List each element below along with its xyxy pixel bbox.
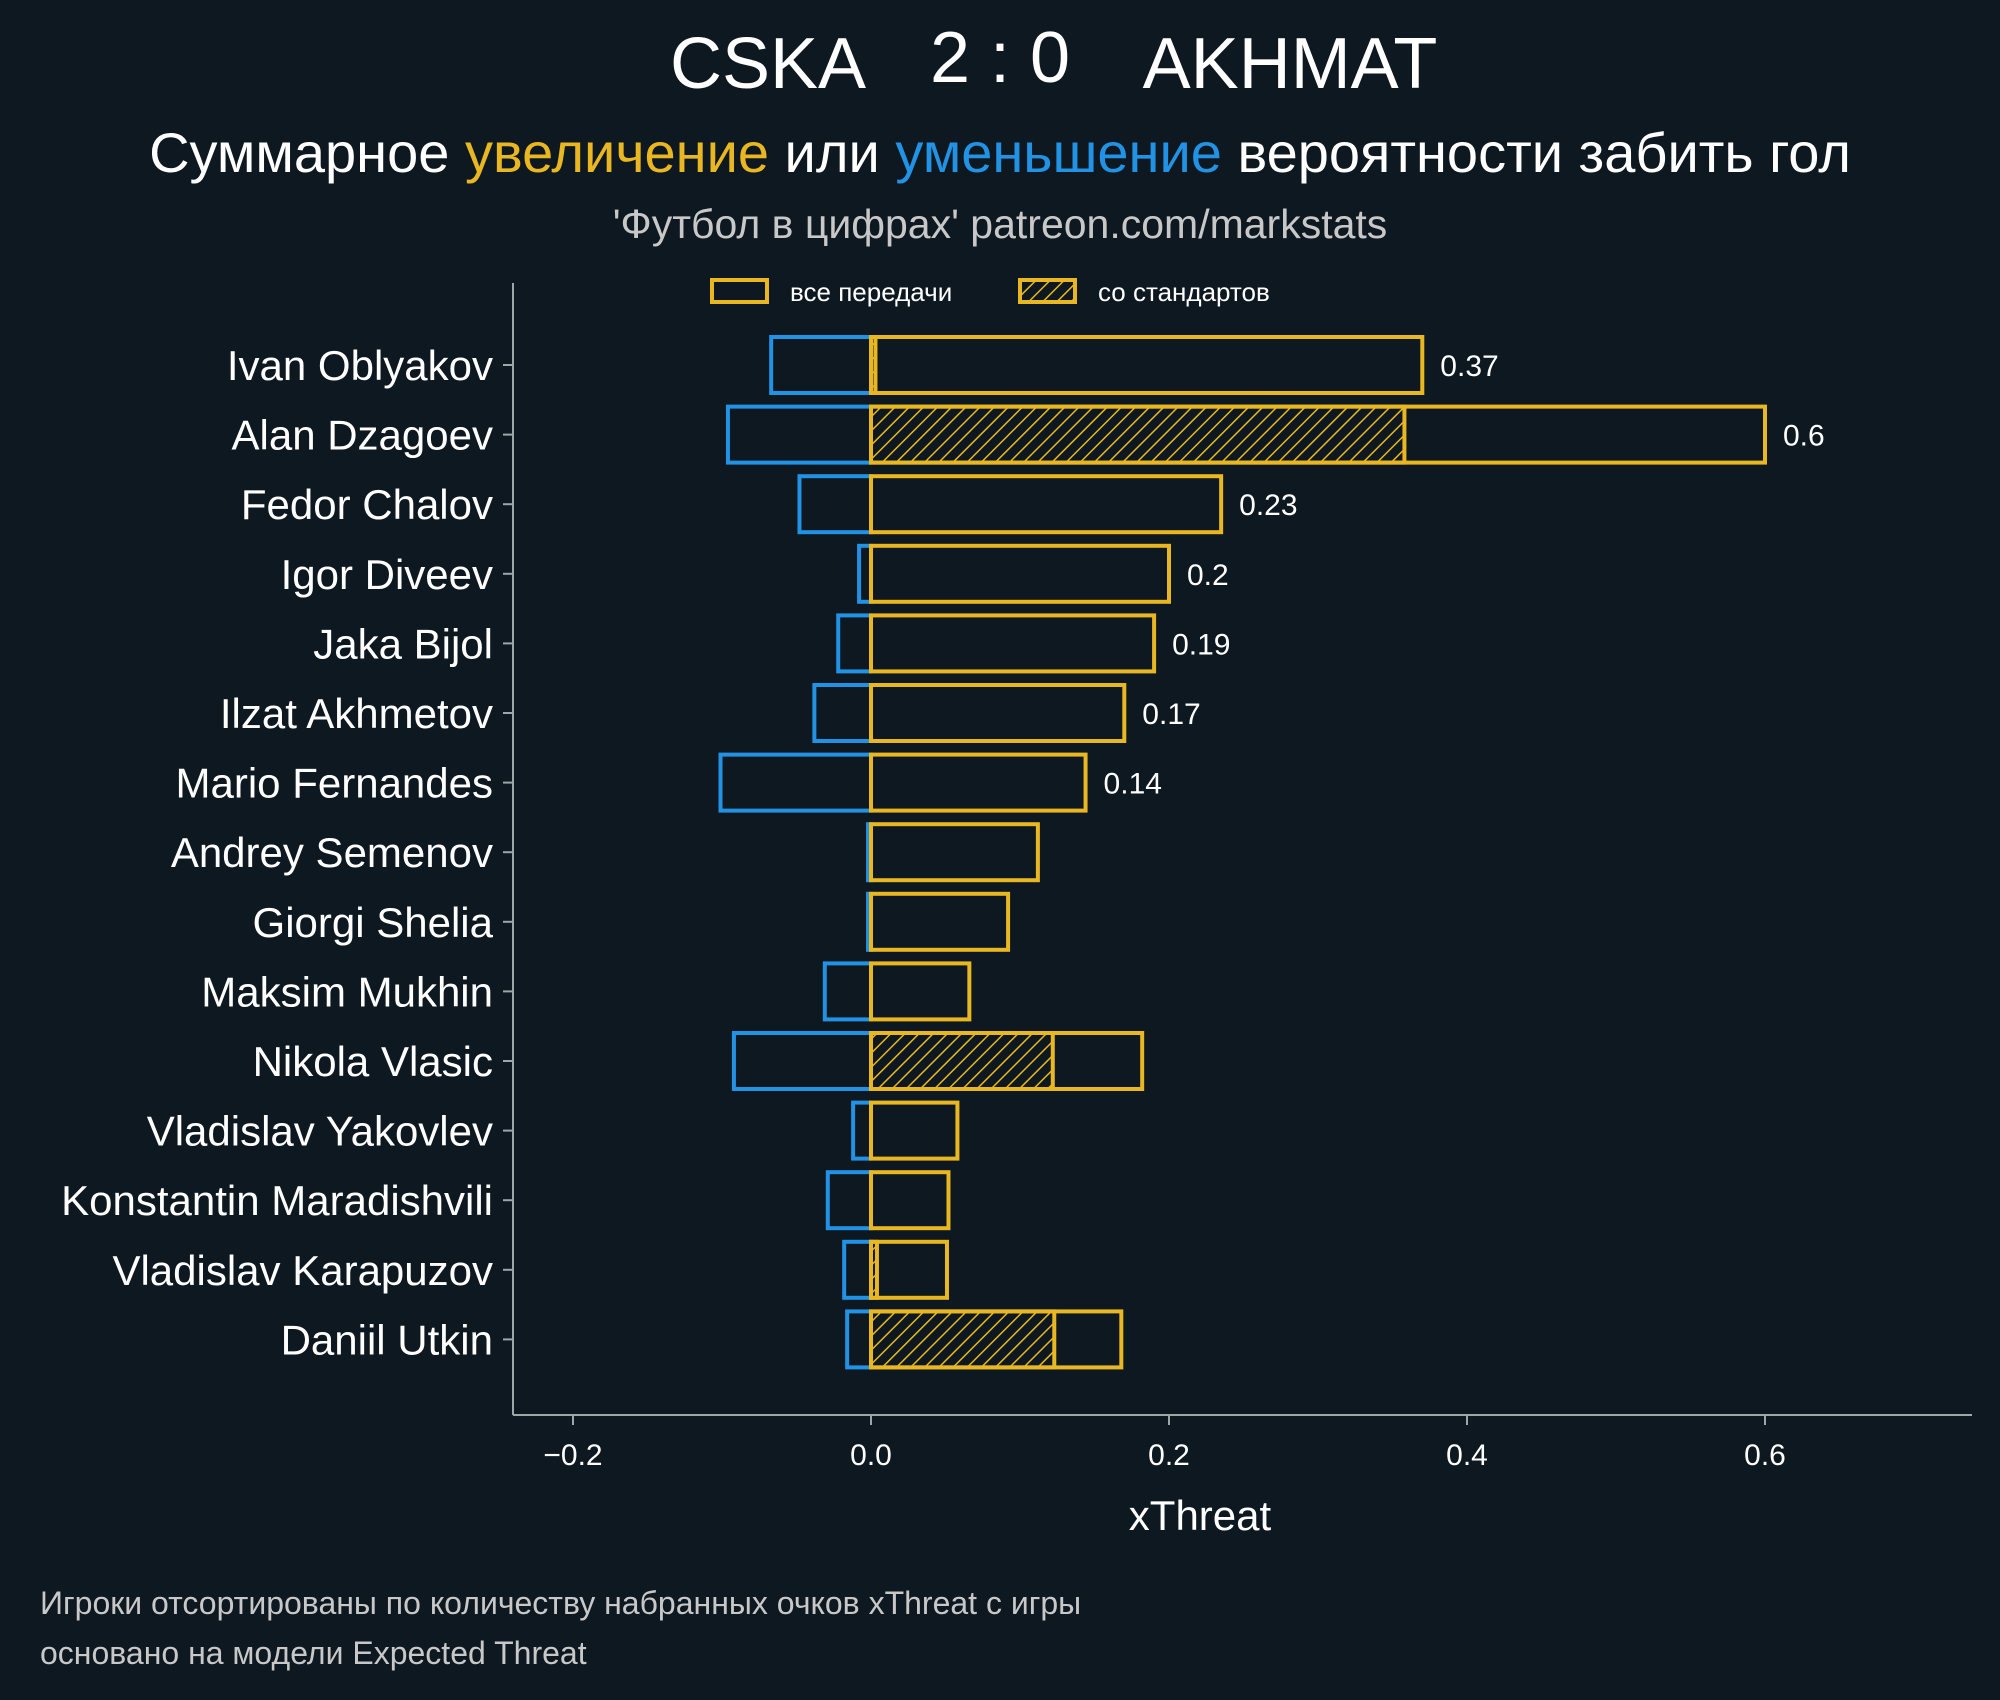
home-team: CSKA bbox=[670, 24, 866, 104]
match-score: 2 : 0 bbox=[930, 18, 1070, 98]
bar-increase bbox=[869, 891, 1011, 952]
player-label: Daniil Utkin bbox=[281, 1316, 493, 1363]
subtitle-part-decrease: уменьшение bbox=[895, 121, 1222, 184]
source-credit: 'Футбол в цифрах' patreon.com/markstats bbox=[613, 201, 1388, 247]
legend-label-set-pieces: со стандартов bbox=[1098, 277, 1270, 307]
legend-swatch-set-pieces bbox=[1018, 278, 1077, 304]
bar-value-label: 0.37 bbox=[1440, 350, 1498, 383]
legend-label-all-passes: все передачи bbox=[790, 277, 952, 307]
bar-increase bbox=[869, 474, 1224, 535]
legend-swatch-all-passes bbox=[710, 278, 769, 304]
player-label: Ilzat Akhmetov bbox=[220, 690, 493, 737]
bar-increase bbox=[869, 613, 1157, 674]
player-label: Vladislav Yakovlev bbox=[147, 1108, 493, 1155]
bar-increase bbox=[869, 1170, 951, 1231]
subtitle-part-5: вероятности забить гол bbox=[1222, 121, 1851, 184]
bar-increase bbox=[869, 752, 1088, 813]
bar-set-pieces bbox=[869, 1309, 1057, 1370]
bar-increase bbox=[869, 822, 1040, 883]
x-tick-label: 0.4 bbox=[1446, 1439, 1488, 1472]
bar-decrease bbox=[851, 1100, 873, 1161]
bar-decrease bbox=[797, 474, 873, 535]
footnote-line-2: основано на модели Expected Threat bbox=[40, 1635, 587, 1671]
x-tick-label: −0.2 bbox=[543, 1439, 602, 1472]
footnote-line-1: Игроки отсортированы по количеству набра… bbox=[40, 1585, 1081, 1621]
bar-value-label: 0.17 bbox=[1142, 698, 1200, 731]
bar-decrease bbox=[825, 1170, 873, 1231]
bar-set-pieces bbox=[869, 404, 1407, 465]
bar-value-label: 0.19 bbox=[1172, 628, 1230, 661]
bar-decrease bbox=[725, 404, 874, 465]
x-tick-label: 0.6 bbox=[1744, 1439, 1786, 1472]
bar-increase bbox=[869, 1239, 949, 1300]
player-label: Nikola Vlasic bbox=[253, 1038, 493, 1085]
chart-subtitle: Суммарное увеличение или уменьшение веро… bbox=[149, 121, 1851, 184]
bar-increase bbox=[869, 1100, 960, 1161]
player-label: Ivan Oblyakov bbox=[227, 342, 493, 389]
x-tick-label: 0.0 bbox=[850, 1439, 892, 1472]
bar-decrease bbox=[822, 961, 873, 1022]
plot-area: −0.2 0.0 0.2 0.4 0.6 Ivan Oblyakov 0.37 Alan Dz… bbox=[61, 283, 1972, 1472]
player-label: Andrey Semenov bbox=[171, 829, 493, 876]
bar-increase bbox=[869, 404, 1767, 465]
player-label: Giorgi Shelia bbox=[253, 899, 494, 946]
player-label: Jaka Bijol bbox=[313, 620, 493, 667]
bar-value-label: 0.6 bbox=[1783, 420, 1825, 453]
bar-value-label: 0.2 bbox=[1187, 559, 1229, 592]
bar-set-pieces bbox=[869, 1031, 1055, 1091]
bar-decrease bbox=[842, 1239, 873, 1300]
player-label: Mario Fernandes bbox=[176, 760, 493, 807]
bar-value-label: 0.23 bbox=[1239, 489, 1297, 522]
bar-value-label: 0.14 bbox=[1104, 768, 1162, 801]
bar-increase bbox=[869, 543, 1171, 604]
bar-decrease bbox=[836, 613, 873, 674]
subtitle-part-1: Суммарное bbox=[149, 121, 465, 184]
x-axis-title: xThreat bbox=[1129, 1492, 1272, 1539]
bar-increase bbox=[869, 335, 1425, 395]
bar-decrease bbox=[769, 335, 873, 395]
legend: все передачи со стандартов bbox=[710, 277, 1270, 307]
player-label: Konstantin Maradishvili bbox=[61, 1177, 493, 1224]
player-label: Alan Dzagoev bbox=[232, 412, 494, 459]
bar-decrease bbox=[731, 1031, 873, 1091]
subtitle-part-3: или bbox=[769, 121, 895, 184]
player-label: Fedor Chalov bbox=[241, 481, 493, 528]
away-team: AKHMAT bbox=[1143, 24, 1438, 104]
bar-increase bbox=[869, 683, 1127, 743]
bar-decrease bbox=[812, 683, 874, 743]
x-tick-label: 0.2 bbox=[1148, 1439, 1190, 1472]
subtitle-part-increase: увеличение bbox=[465, 121, 769, 184]
player-label: Maksim Mukhin bbox=[201, 968, 493, 1015]
bar-decrease bbox=[718, 752, 874, 813]
bar-increase bbox=[869, 961, 972, 1022]
player-label: Vladislav Karapuzov bbox=[112, 1247, 493, 1294]
bar-increase bbox=[869, 1031, 1145, 1091]
bar-decrease bbox=[845, 1309, 873, 1370]
bar-increase bbox=[869, 1309, 1124, 1370]
player-label: Igor Diveev bbox=[281, 551, 493, 598]
